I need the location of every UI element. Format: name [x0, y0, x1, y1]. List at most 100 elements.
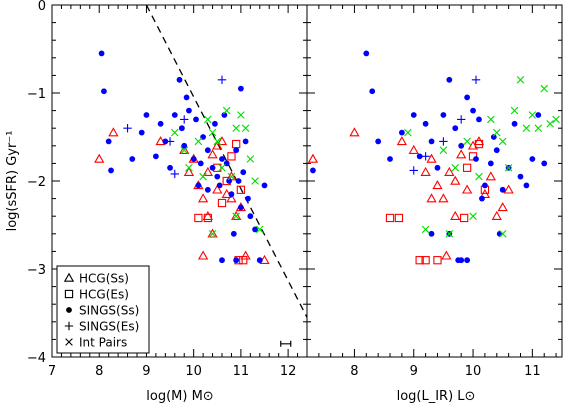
- data-point-square: [462, 163, 472, 172]
- data-point-square: [474, 139, 484, 149]
- data-point-dot: [473, 156, 479, 162]
- data-point-dot: [476, 116, 482, 123]
- data-point-dot: [216, 182, 223, 189]
- data-point-plus: [456, 115, 466, 124]
- data-point-dot: [190, 156, 197, 162]
- data-point-triangle: [216, 136, 228, 146]
- data-point-dot: [446, 76, 453, 83]
- data-point-square: [433, 256, 442, 265]
- data-point-triangle: [207, 149, 218, 159]
- data-point-dot: [416, 153, 423, 160]
- data-point-cross: [204, 115, 212, 124]
- data-point-cross: [451, 164, 460, 172]
- data-point-cross: [404, 128, 412, 137]
- data-point-dot: [152, 153, 159, 160]
- data-point-triangle: [240, 250, 251, 260]
- x-tick-label: 8: [95, 364, 103, 379]
- data-point-square: [217, 198, 227, 208]
- data-point-dot: [511, 120, 518, 127]
- data-point-dot: [310, 167, 316, 174]
- data-point-cross: [241, 124, 250, 132]
- data-point-dot: [176, 76, 183, 83]
- data-point-plus: [421, 152, 430, 161]
- data-point-triangle: [420, 166, 431, 176]
- data-point-triangle: [94, 153, 105, 163]
- y-tick-label: −2: [27, 175, 46, 190]
- data-point-plus: [409, 166, 418, 175]
- x-tick-label: 11: [233, 364, 250, 379]
- data-point-dot: [230, 230, 237, 237]
- data-point-dot: [487, 160, 494, 167]
- legend-label: SINGS(Es): [79, 320, 139, 334]
- data-point-cross: [445, 230, 454, 238]
- data-point-dot: [434, 164, 441, 171]
- data-point-cross: [469, 212, 477, 220]
- data-point-dot: [193, 116, 199, 123]
- data-point-cross: [246, 155, 255, 163]
- data-point-dot: [221, 112, 228, 118]
- data-point-triangle: [438, 193, 449, 203]
- x-tick-label: 11: [524, 364, 541, 379]
- y-tick-label: 0: [38, 0, 46, 14]
- legend-label: SINGS(Ss): [79, 304, 139, 318]
- data-point-plus: [170, 169, 179, 179]
- data-point-dot: [143, 112, 150, 118]
- data-point-plus: [165, 137, 175, 146]
- x-tick-label: 9: [410, 364, 418, 379]
- data-point-dot: [235, 178, 242, 184]
- data-point-dot: [233, 147, 240, 154]
- data-point-dot: [214, 173, 221, 180]
- data-point-square: [236, 185, 246, 194]
- data-layer: [307, 50, 560, 265]
- data-point-dot: [197, 160, 204, 167]
- plot-frame: [306, 4, 563, 358]
- data-point-triangle: [426, 193, 437, 203]
- data-point-cross: [528, 111, 537, 119]
- data-point-dot: [464, 94, 471, 101]
- data-point-dot: [482, 182, 488, 189]
- data-point-cross: [475, 172, 483, 181]
- data-point-plus: [180, 115, 189, 124]
- data-point-cross: [421, 225, 430, 234]
- data-point-dot: [204, 147, 211, 154]
- data-point-square: [421, 256, 430, 265]
- data-point-triangle: [231, 210, 242, 220]
- legend-marker-triangle: [63, 272, 75, 282]
- legend-marker-cross: [65, 338, 73, 346]
- data-point-triangle: [226, 193, 237, 203]
- data-point-dot: [226, 178, 232, 184]
- data-point-cross: [185, 164, 193, 172]
- data-point-cross: [232, 124, 240, 132]
- data-point-dot: [490, 134, 497, 140]
- data-point-dot: [209, 164, 216, 171]
- data-point-triangle: [497, 202, 508, 212]
- data-point-plus: [439, 137, 448, 146]
- data-point-dot: [101, 88, 107, 95]
- error-bar-symbol: [280, 340, 292, 347]
- x-tick-label: 9: [142, 364, 150, 379]
- data-point-square: [203, 213, 212, 223]
- data-point-triangle: [179, 144, 190, 154]
- data-point-dot: [529, 156, 536, 162]
- data-point-dot: [422, 120, 429, 127]
- data-point-triangle: [450, 175, 461, 185]
- data-point-cross: [492, 128, 501, 137]
- data-point-dot: [181, 142, 188, 149]
- data-point-plus: [123, 124, 132, 133]
- data-point-dot: [240, 169, 247, 176]
- data-point-dot: [387, 156, 393, 162]
- data-point-triangle: [197, 250, 209, 260]
- legend: HCG(Ss) HCG(Es) SINGS(Ss) SINGS(Es) Int Pair…: [56, 265, 150, 354]
- data-point-cross: [504, 164, 513, 172]
- data-point-dot: [523, 182, 530, 189]
- data-point-triangle: [456, 149, 467, 159]
- data-point-plus: [471, 75, 481, 84]
- data-point-square: [460, 213, 469, 223]
- data-point-dot: [183, 94, 190, 101]
- data-point-square: [194, 213, 203, 223]
- data-point-cross: [552, 115, 560, 124]
- data-point-dot: [410, 112, 417, 118]
- data-point-cross: [540, 84, 548, 93]
- legend-label: HCG(Es): [79, 288, 129, 302]
